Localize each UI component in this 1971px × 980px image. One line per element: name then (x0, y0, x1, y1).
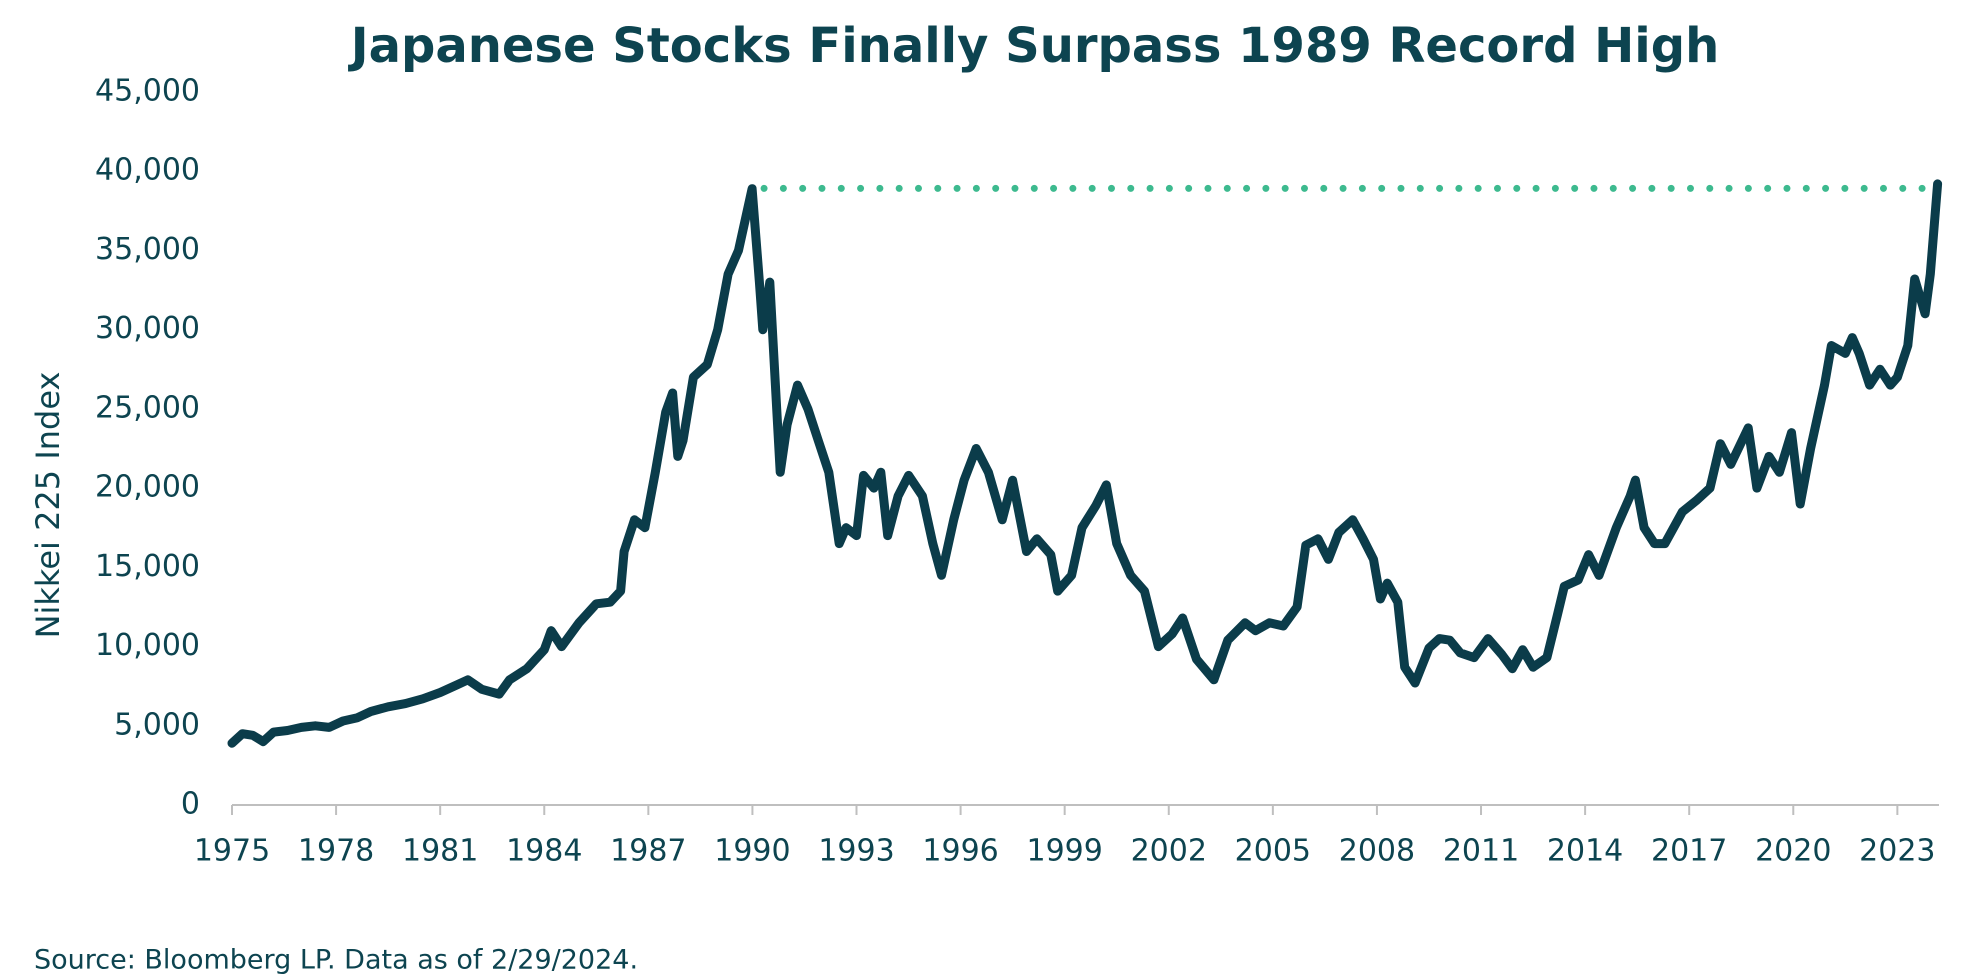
x-tick-label: 2017 (1651, 834, 1727, 869)
y-tick-label: 0 (181, 787, 200, 822)
chart-title: Japanese Stocks Finally Surpass 1989 Rec… (348, 18, 1720, 74)
y-tick-label: 20,000 (95, 470, 200, 505)
y-tick-label: 15,000 (95, 549, 200, 584)
y-tick-label: 10,000 (95, 628, 200, 663)
x-tick-label: 2002 (1131, 834, 1207, 869)
y-tick-label: 5,000 (114, 707, 200, 742)
x-tick-label: 1975 (194, 834, 270, 869)
x-tick-label: 2008 (1339, 834, 1415, 869)
x-tick-label: 2020 (1755, 834, 1831, 869)
x-tick-label: 1981 (402, 834, 478, 869)
x-tick-label: 1999 (1027, 834, 1103, 869)
x-tick-label: 2005 (1235, 834, 1311, 869)
x-tick-label: 1978 (298, 834, 374, 869)
x-tick-label: 1996 (922, 834, 998, 869)
x-tick-label: 1987 (610, 834, 686, 869)
x-tick-label: 1990 (714, 834, 790, 869)
y-tick-label: 40,000 (95, 153, 200, 188)
line-series (227, 179, 1943, 748)
y-tick-label: 25,000 (95, 390, 200, 425)
x-tick-label: 1993 (818, 834, 894, 869)
y-axis-label: Nikkei 225 Index (29, 372, 67, 639)
y-tick-label: 45,000 (95, 74, 200, 109)
x-tick-label: 2011 (1443, 834, 1519, 869)
x-tick-label: 2014 (1547, 834, 1623, 869)
y-tick-label: 30,000 (95, 311, 200, 346)
x-tick-label: 1984 (506, 834, 582, 869)
y-tick-label: 35,000 (95, 232, 200, 267)
x-tick-label: 2023 (1859, 834, 1935, 869)
source-note: Source: Bloomberg LP. Data as of 2/29/20… (34, 945, 638, 976)
